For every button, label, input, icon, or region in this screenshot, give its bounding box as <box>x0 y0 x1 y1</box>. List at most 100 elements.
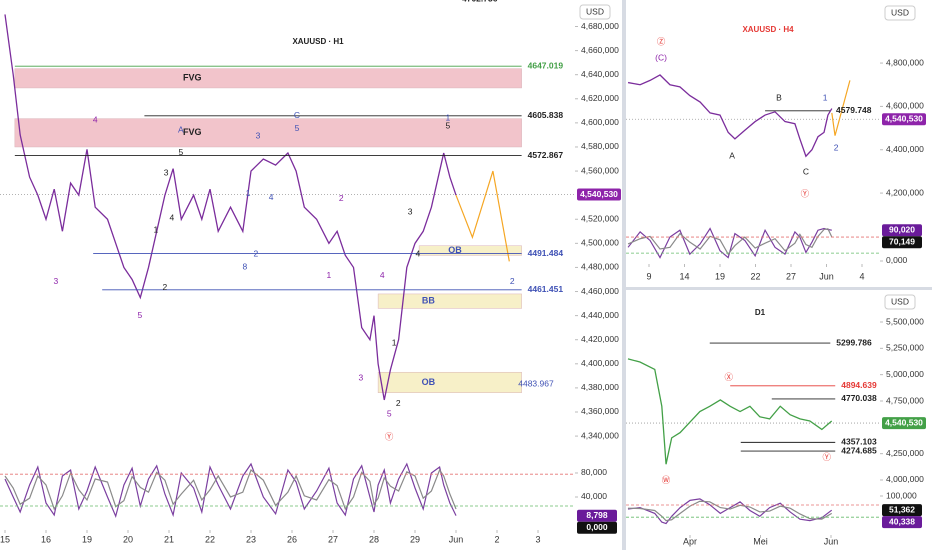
currency-box <box>884 294 916 310</box>
wave-label: 5 <box>138 310 143 320</box>
x-tick-label: 27 <box>328 534 338 544</box>
price-line-series <box>627 74 833 158</box>
osc-tag <box>882 224 922 237</box>
x-tick-label: 19 <box>82 534 92 544</box>
osc-tag <box>882 504 922 517</box>
wave-label: 1 <box>246 188 251 198</box>
wave-label: Ⓩ <box>657 36 666 46</box>
chart-title: XAUUSD · H1 <box>292 37 344 46</box>
y-tick-label: 4,480,000 <box>581 262 619 272</box>
x-tick-label: 28 <box>369 534 379 544</box>
price-line-series <box>627 358 833 465</box>
wave-label: C <box>803 166 809 176</box>
osc-tag-label: 0,000 <box>586 522 608 532</box>
osc-y-tick-label: 80,000 <box>581 467 607 477</box>
level-label: 5299.786 <box>836 337 872 347</box>
wave-label: 1 <box>823 92 828 102</box>
wave-label: 3 <box>408 206 413 216</box>
x-tick-label: 22 <box>750 271 760 281</box>
y-tick-label: 4,420,000 <box>581 334 619 344</box>
currency-label: USD <box>891 7 909 17</box>
osc-y-tick-label: 40,000 <box>581 491 607 501</box>
y-tick-label: 4,360,000 <box>581 406 619 416</box>
wave-label: 5 <box>295 123 300 133</box>
y-tick-label: 5,500,000 <box>886 316 924 326</box>
currency-label: USD <box>891 296 909 306</box>
price-tag <box>882 113 926 126</box>
y-tick-label: 4,400,000 <box>581 358 619 368</box>
level-label: 4461.451 <box>528 284 564 294</box>
osc-tag <box>882 516 922 529</box>
y-tick-label: 4,660,000 <box>581 45 619 55</box>
zone <box>377 293 522 309</box>
price-tag-label: 4,540,530 <box>885 114 923 124</box>
y-tick-label: 4,620,000 <box>581 93 619 103</box>
zone-label: OB <box>422 377 436 387</box>
wave-label: 3 <box>164 168 169 178</box>
price-tag-label: 4,540,530 <box>885 417 923 427</box>
level-label: 4770.038 <box>841 393 877 403</box>
wave-label: 2 <box>834 142 839 152</box>
y-tick-label: 4,380,000 <box>581 382 619 392</box>
y-tick-label: 4,680,000 <box>581 21 619 31</box>
level-label: 4572.867 <box>528 150 564 160</box>
level-label: 4647.019 <box>528 60 564 70</box>
zone <box>377 371 522 393</box>
y-tick-label: 4,460,000 <box>581 286 619 296</box>
osc-line <box>627 228 833 256</box>
y-tick-label: 4,340,000 <box>581 430 619 440</box>
y-tick-label: 4,400,000 <box>886 144 924 154</box>
y-tick-label: 4,250,000 <box>886 448 924 458</box>
wave-label: C <box>294 110 300 120</box>
wave-label: B <box>776 92 782 102</box>
wave-label: 4 <box>416 248 421 258</box>
osc-line <box>4 468 457 511</box>
x-tick-label: 19 <box>715 271 725 281</box>
wave-label: 8 <box>242 262 247 272</box>
wave-label: 1 <box>154 224 159 234</box>
x-tick-label: 16 <box>41 534 51 544</box>
wave-label: 4 <box>170 212 175 222</box>
y-tick-label: 4,560,000 <box>581 165 619 175</box>
y-tick-label: 4,520,000 <box>581 213 619 223</box>
wave-label: Ⓨ <box>385 432 394 442</box>
level-label: 4274.685 <box>841 445 877 455</box>
wave-label: 3 <box>256 130 261 140</box>
chart-title: XAUUSD · H4 <box>742 25 794 34</box>
level-label: 4491.484 <box>528 248 564 258</box>
osc-tag-label: 8,798 <box>586 510 608 520</box>
osc-tag <box>882 236 922 249</box>
zone <box>418 245 522 256</box>
osc-tag-label: 90,020 <box>889 224 915 234</box>
x-tick-label: 15 <box>0 534 10 544</box>
level-label: 4894.639 <box>841 380 877 390</box>
y-tick-label: 5,250,000 <box>886 343 924 353</box>
wave-label: 2 <box>339 193 344 203</box>
wave-label: 3 <box>53 276 58 286</box>
osc-y-tick-label: 0,000 <box>886 255 908 265</box>
x-tick-label: 26 <box>287 534 297 544</box>
zone-label: BB <box>422 296 435 306</box>
price-tag <box>577 188 621 201</box>
x-tick-label: Jun <box>819 271 834 281</box>
projection-path <box>831 80 851 136</box>
osc-line <box>627 500 833 522</box>
x-tick-label: Jun <box>449 534 464 544</box>
osc-tag <box>577 509 617 522</box>
x-tick-label: 22 <box>205 534 215 544</box>
level-label: 4579.748 <box>836 105 872 115</box>
price-tag <box>882 417 926 430</box>
y-tick-label: 4,500,000 <box>581 238 619 248</box>
wave-label: Ⓨ <box>801 188 810 198</box>
y-tick-label: 4,600,000 <box>581 117 619 127</box>
osc-line <box>627 498 833 525</box>
y-tick-label: 4,000,000 <box>886 474 924 484</box>
x-tick-label: 23 <box>246 534 256 544</box>
wave-label: 5 <box>445 121 450 131</box>
wave-label: 1 <box>392 338 397 348</box>
currency-label: USD <box>586 6 604 16</box>
osc-y-tick-label: 100,000 <box>886 490 917 500</box>
wave-label: 1 <box>327 270 332 280</box>
